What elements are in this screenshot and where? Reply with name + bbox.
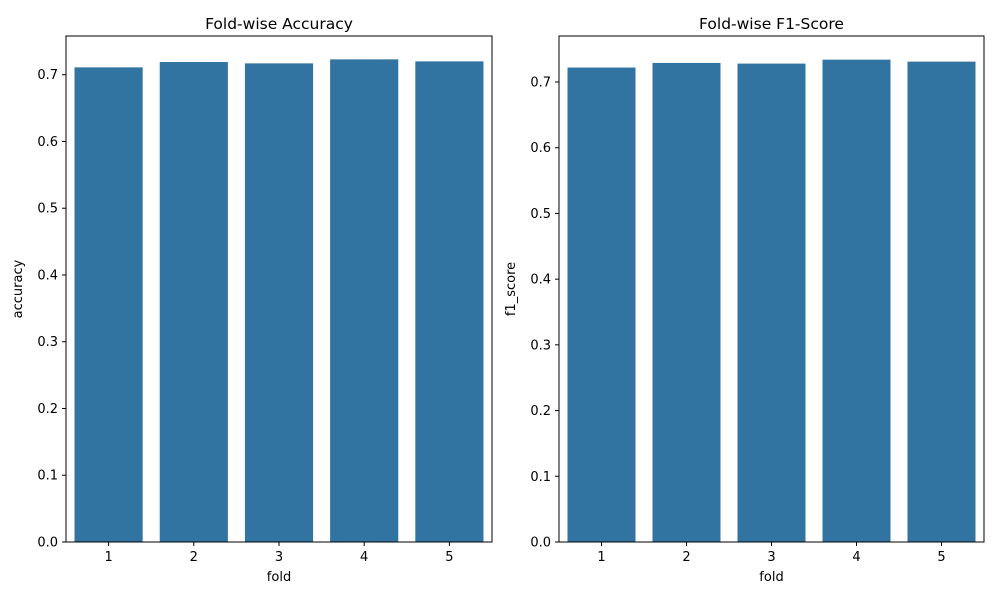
f1-score-y-tick-label: 0.2 [530, 404, 551, 419]
accuracy-x-tick-label: 3 [275, 550, 283, 565]
f1-score-x-tick-label: 1 [597, 550, 605, 565]
f1-score-x-tick-label: 3 [767, 550, 775, 565]
f1-score-bar-fold-3 [737, 63, 806, 542]
accuracy-chart: 0.0 0.1 0.2 0.3 0.4 0.5 0.6 0.7 1 2 3 4 5 Fold-wise A… [11, 15, 493, 585]
accuracy-chart-title: Fold-wise Accuracy [205, 15, 353, 33]
f1-score-x-axis-label: fold [759, 570, 783, 585]
accuracy-y-tick-label: 0.5 [37, 202, 58, 217]
accuracy-x-tick-label: 1 [104, 550, 112, 565]
accuracy-y-tick-label: 0.7 [37, 68, 58, 83]
f1-score-x-tick-label: 4 [852, 550, 860, 565]
accuracy-bar-fold-5 [415, 61, 484, 543]
f1-score-y-axis-label: f1_score [504, 262, 519, 316]
f1-score-x-tick-label: 2 [682, 550, 690, 565]
accuracy-y-tick-label: 0.1 [37, 469, 58, 484]
f1-score-y-tick-label: 0.6 [530, 141, 551, 156]
accuracy-bar-fold-4 [330, 59, 399, 543]
f1-score-y-tick-label: 0.5 [530, 207, 551, 222]
f1-score-bar-fold-1 [567, 67, 636, 542]
f1-score-y-tick-label: 0.4 [530, 273, 551, 288]
accuracy-y-tick-label: 0.3 [37, 335, 58, 350]
accuracy-x-tick-label: 5 [445, 550, 453, 565]
accuracy-bar-fold-1 [74, 67, 143, 543]
accuracy-y-tick-label: 0.0 [37, 536, 58, 551]
accuracy-x-axis-label: fold [267, 570, 291, 585]
f1-score-y-tick-label: 0.3 [530, 338, 551, 353]
f1-score-x-tick-label: 5 [937, 550, 945, 565]
f1-score-bar-fold-5 [907, 61, 976, 542]
accuracy-x-tick-label: 4 [360, 550, 368, 565]
accuracy-y-tick-label: 0.4 [37, 268, 58, 283]
f1-score-y-tick-label: 0.7 [530, 76, 551, 91]
f1-score-y-tick-label: 0.0 [530, 536, 551, 551]
f1-score-bar-fold-4 [822, 59, 891, 542]
accuracy-y-axis-label: accuracy [11, 259, 26, 318]
accuracy-bar-fold-3 [244, 63, 314, 543]
accuracy-y-tick-label: 0.6 [37, 135, 58, 150]
accuracy-bar-fold-2 [159, 62, 228, 542]
f1-score-bar-fold-2 [652, 62, 721, 542]
f1-score-chart: 0.0 0.1 0.2 0.3 0.4 0.5 0.6 0.7 1 2 3 4 5 Fold-wise F… [504, 15, 985, 585]
accuracy-x-tick-label: 2 [190, 550, 198, 565]
f1-score-y-tick-label: 0.1 [530, 470, 551, 485]
accuracy-y-tick-label: 0.2 [37, 402, 58, 417]
f1-score-chart-title: Fold-wise F1-Score [699, 15, 844, 33]
